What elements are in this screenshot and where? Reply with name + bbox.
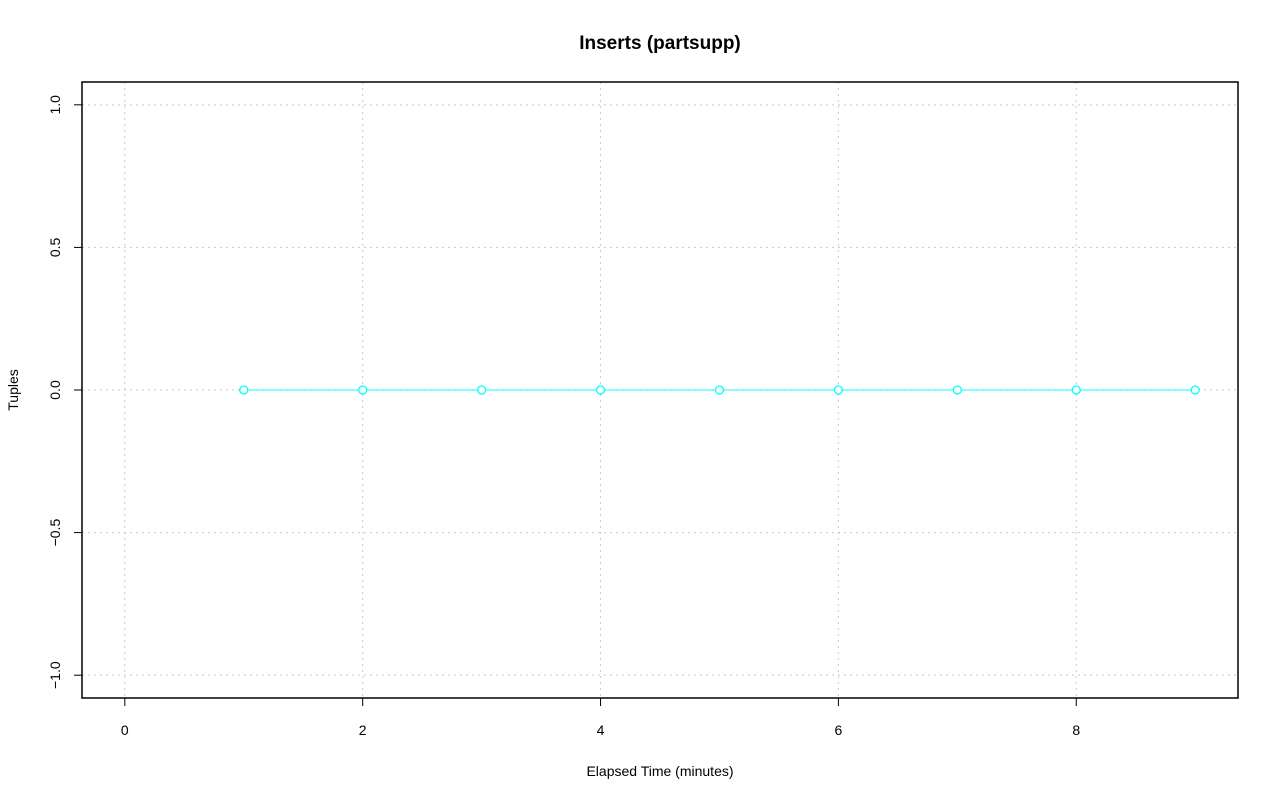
data-point (239, 385, 249, 395)
series (239, 385, 1200, 395)
data-point (1071, 385, 1081, 395)
y-axis-label: Tuples (5, 369, 21, 411)
y-tick-label: 1.0 (47, 95, 63, 115)
data-point (358, 385, 368, 395)
x-tick-label: 0 (121, 722, 129, 738)
y-tick-label: 0.5 (47, 237, 63, 257)
data-point (833, 385, 844, 395)
x-tick-label: 4 (597, 722, 605, 738)
x-axis-label: Elapsed Time (minutes) (586, 763, 733, 779)
y-tick-label: 0.0 (47, 380, 63, 400)
data-point (595, 385, 606, 395)
chart-title: Inserts (partsupp) (579, 33, 741, 54)
axes: 0 2 4 6 8 −1.0 −0.5 0.0 0.5 1.0 (47, 95, 1080, 738)
data-point (476, 385, 487, 395)
y-tick-label: −1.0 (47, 661, 63, 689)
x-tick-label: 2 (359, 722, 367, 738)
data-point (1190, 385, 1200, 395)
data-point (714, 385, 725, 395)
x-tick-label: 8 (1072, 722, 1080, 738)
x-tick-label: 6 (834, 722, 842, 738)
y-tick-label: −0.5 (47, 519, 63, 547)
data-point (952, 385, 962, 395)
